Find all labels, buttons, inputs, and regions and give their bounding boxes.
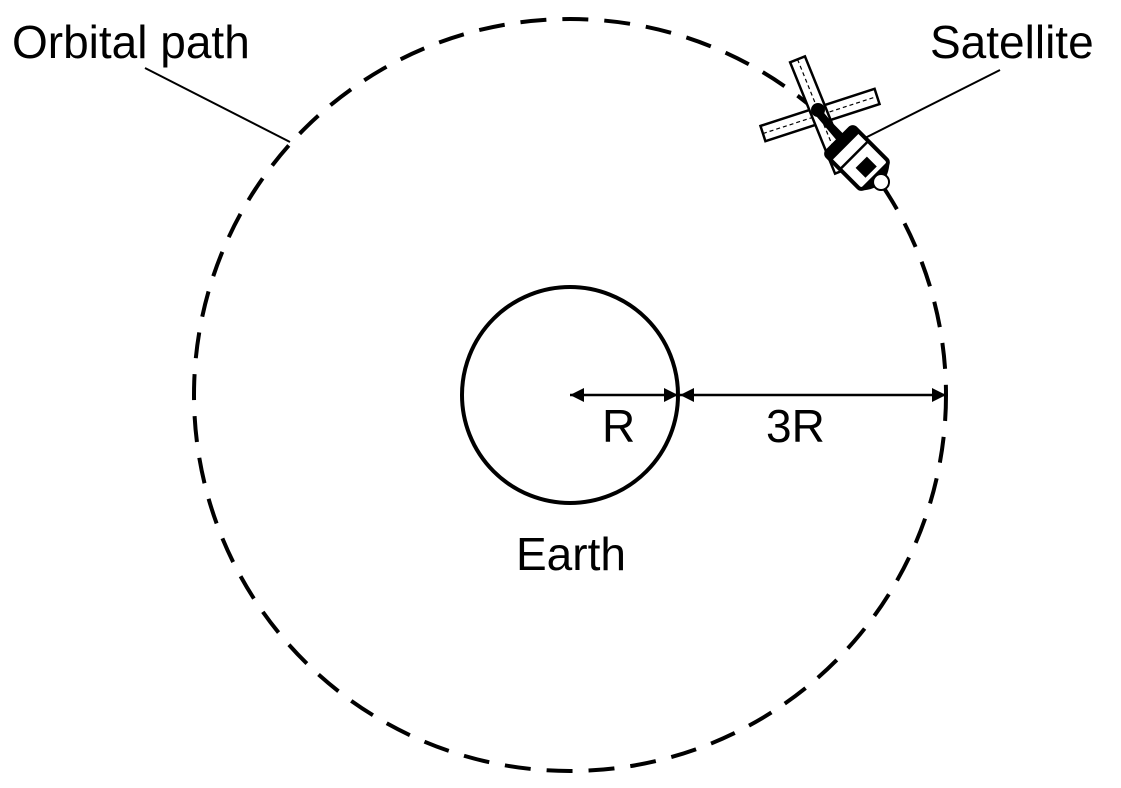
earth-label: Earth	[516, 528, 626, 580]
satellite-leader	[864, 69, 1001, 139]
orbit-distance-label: 3R	[766, 400, 825, 452]
orbital-path-leader	[144, 67, 291, 143]
satellite-label: Satellite	[930, 16, 1094, 68]
earth-radius-label: R	[602, 400, 635, 452]
orbital-path-label: Orbital path	[12, 16, 250, 68]
satellite-icon	[758, 54, 891, 192]
